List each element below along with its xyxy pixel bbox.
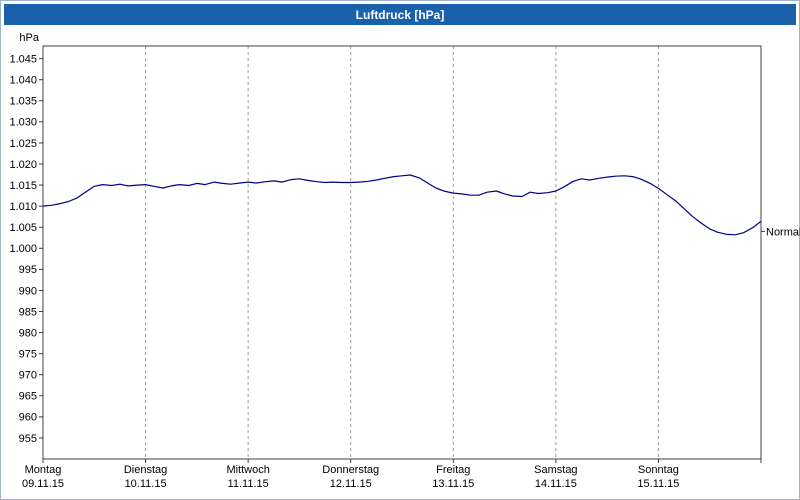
y-tick-label: 955 (19, 433, 37, 445)
y-tick-label: 975 (19, 348, 37, 360)
y-axis-ticks: 1.045 1.040 1.035 1.030 1.025 1.020 1.015 1.010… (9, 53, 43, 445)
chart-area: 1.045 1.040 1.035 1.030 1.025 1.020 1.015 1.010… (1, 25, 800, 499)
y-tick-label: 1.025 (9, 138, 37, 150)
x-day-label: Dienstag (124, 464, 167, 476)
y-axis-unit-label: hPa (19, 32, 39, 44)
x-axis-labels: Montag 09.11.15 Dienstag 10.11.15 Mittwoch 11… (22, 459, 762, 490)
x-date-label: 12.11.15 (330, 478, 372, 490)
y-tick-label: 1.010 (9, 201, 37, 213)
normal-annotation: Normal (766, 226, 800, 238)
y-tick-label: 1.035 (9, 96, 37, 108)
window-title: Luftdruck [hPa] (355, 7, 445, 22)
plot-frame (42, 45, 762, 460)
x-date-label: 11.11.15 (228, 478, 269, 490)
y-tick-label: 990 (19, 285, 37, 297)
y-tick-label: 980 (19, 327, 37, 339)
x-day-label: Sonntag (638, 464, 679, 476)
y-tick-label: 965 (19, 391, 37, 403)
plot-background (43, 46, 761, 459)
x-date-label: 14.11.15 (535, 478, 577, 490)
x-date-label: 09.11.15 (22, 478, 64, 490)
x-day-label: Samstag (534, 464, 577, 476)
x-date-label: 10.11.15 (125, 478, 167, 490)
y-tick-label: 995 (19, 264, 37, 276)
y-tick-label: 1.030 (9, 117, 37, 129)
x-date-label: 13.11.15 (432, 478, 474, 490)
x-day-label: Montag (25, 464, 62, 476)
title-bar: Luftdruck [hPa] (4, 4, 796, 25)
x-date-label: 15.11.15 (637, 478, 679, 490)
y-tick-label: 970 (19, 370, 37, 382)
y-tick-label: 1.000 (9, 243, 37, 255)
pressure-chart: 1.045 1.040 1.035 1.030 1.025 1.020 1.015 1.010… (9, 32, 800, 490)
y-tick-label: 960 (19, 412, 37, 424)
x-day-label: Donnerstag (322, 464, 379, 476)
y-tick-label: 985 (19, 306, 37, 318)
y-tick-label: 1.045 (9, 53, 37, 65)
y-tick-label: 1.020 (9, 159, 37, 171)
x-day-label: Freitag (436, 464, 470, 476)
grid-lines (145, 46, 659, 459)
y-tick-label: 1.005 (9, 222, 37, 234)
y-tick-label: 1.040 (9, 75, 37, 87)
pressure-line (42, 174, 762, 236)
x-day-label: Mittwoch (226, 464, 269, 476)
y-tick-label: 1.015 (9, 180, 37, 192)
